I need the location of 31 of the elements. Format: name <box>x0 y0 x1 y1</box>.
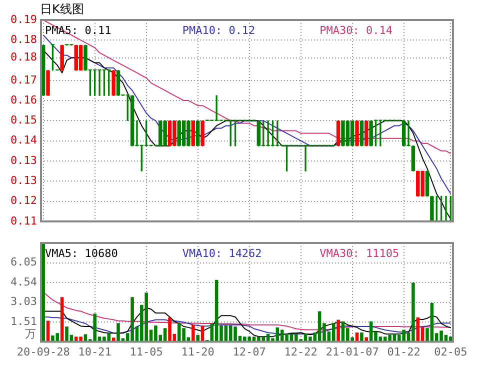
x-tick-label: 10-21 <box>78 345 112 358</box>
y-tick-label: 0.16 <box>10 93 37 106</box>
x-tick-label: 02-05 <box>434 345 468 358</box>
y-tick-label: 6.05 <box>10 256 37 269</box>
x-tick-label: 11-20 <box>181 345 214 358</box>
y-tick-label: 0.17 <box>10 73 37 86</box>
text: VMA10: 14262 <box>182 246 262 260</box>
x-tick-label: 01-22 <box>387 345 420 358</box>
y-tick-label: 4.54 <box>10 275 38 288</box>
chart-title: 日K线图 <box>40 1 84 18</box>
text: VMA5: 10680 <box>45 246 118 260</box>
y-tick-label: 1.51 <box>10 314 37 328</box>
text: PMA30: 0.14 <box>320 24 393 37</box>
x-tick-label: 12-22 <box>284 345 318 358</box>
y-axis-title: 万 <box>25 328 36 341</box>
y-tick-label: 0.13 <box>10 154 37 167</box>
y-tick-label: 0.12 <box>10 194 37 208</box>
y-tick-label: 0.14 <box>10 134 38 147</box>
y-tick-label: 0.13 <box>10 174 37 187</box>
y-tick-label: 3.03 <box>10 295 37 308</box>
x-tick-label: 21-01-07 <box>326 345 379 358</box>
y-tick-label: 0.15 <box>10 114 37 127</box>
y-tick-label: 0.18 <box>10 50 37 64</box>
text: PMA10: 0.12 <box>182 24 256 37</box>
x-tick-label: 11-05 <box>130 345 163 358</box>
text: VMA30: 11105 <box>320 246 400 260</box>
y-tick-label: 0.19 <box>10 12 37 26</box>
x-tick-label: 12-07 <box>232 345 266 358</box>
y-tick-label: 0.18 <box>10 33 37 46</box>
y-tick-label: 0.11 <box>10 214 37 228</box>
x-tick-label: 20-09-28 <box>16 345 70 358</box>
